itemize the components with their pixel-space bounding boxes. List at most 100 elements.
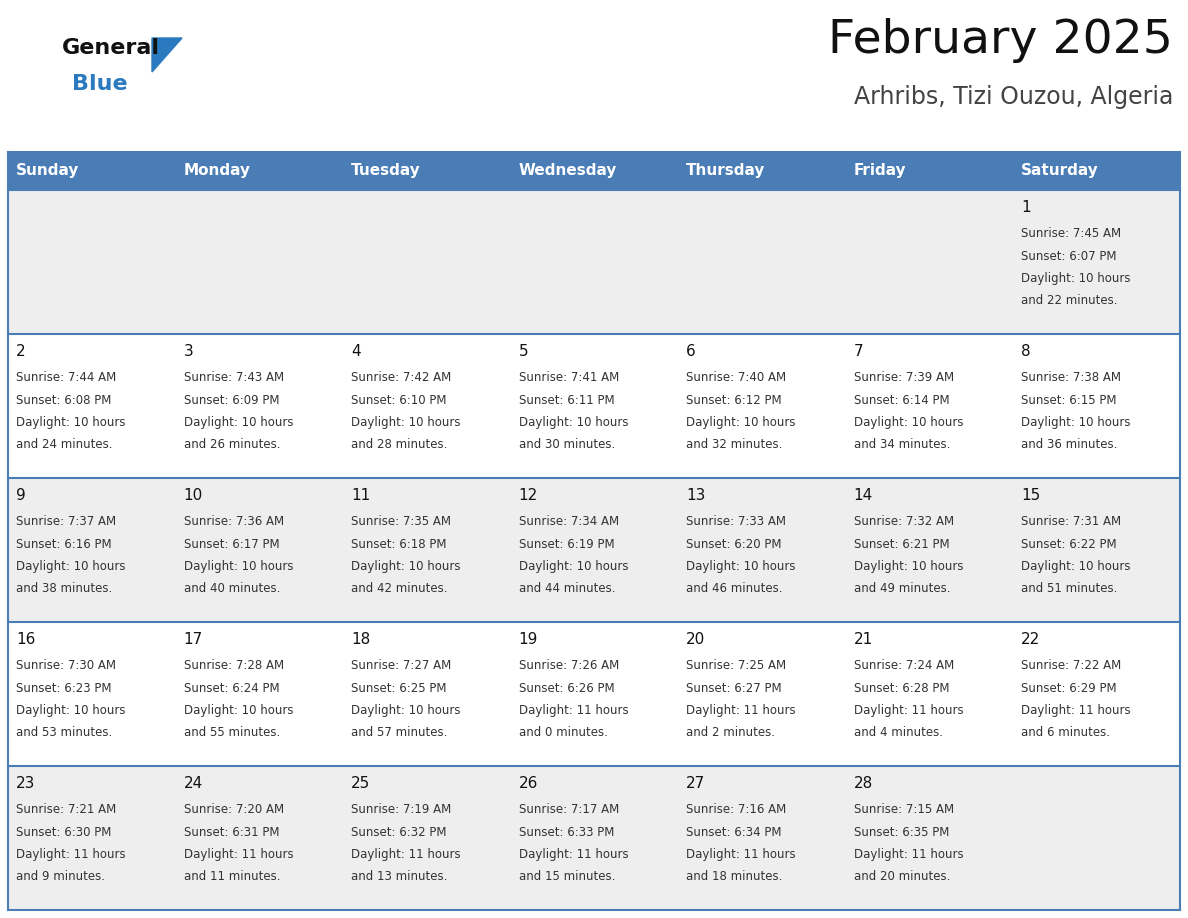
Text: Sunrise: 7:39 AM: Sunrise: 7:39 AM: [853, 372, 954, 385]
Text: 27: 27: [687, 776, 706, 791]
Text: and 6 minutes.: and 6 minutes.: [1020, 726, 1110, 739]
Text: Saturday: Saturday: [1020, 163, 1099, 178]
Text: 14: 14: [853, 488, 873, 503]
Bar: [8, 622, 176, 766]
Text: Sunset: 6:08 PM: Sunset: 6:08 PM: [17, 394, 112, 407]
Text: Daylight: 11 hours: Daylight: 11 hours: [687, 704, 796, 717]
Text: Arhribs, Tizi Ouzou, Algeria: Arhribs, Tizi Ouzou, Algeria: [854, 85, 1173, 109]
Text: Daylight: 10 hours: Daylight: 10 hours: [853, 560, 963, 573]
Text: Sunset: 6:27 PM: Sunset: 6:27 PM: [687, 682, 782, 695]
Text: Daylight: 11 hours: Daylight: 11 hours: [1020, 704, 1131, 717]
Text: 9: 9: [17, 488, 26, 503]
Text: Sunset: 6:35 PM: Sunset: 6:35 PM: [853, 826, 949, 839]
Text: Daylight: 10 hours: Daylight: 10 hours: [853, 416, 963, 429]
Text: Sunrise: 7:34 AM: Sunrise: 7:34 AM: [519, 515, 619, 529]
Text: 23: 23: [17, 776, 36, 791]
Text: Sunrise: 7:27 AM: Sunrise: 7:27 AM: [352, 659, 451, 673]
Text: Sunset: 6:18 PM: Sunset: 6:18 PM: [352, 538, 447, 551]
Text: and 44 minutes.: and 44 minutes.: [519, 582, 615, 596]
Text: Monday: Monday: [184, 163, 251, 178]
Bar: [677, 766, 845, 910]
Bar: [176, 334, 343, 478]
Text: 11: 11: [352, 488, 371, 503]
Text: 18: 18: [352, 633, 371, 647]
Text: Sunset: 6:34 PM: Sunset: 6:34 PM: [687, 826, 782, 839]
Text: Sunrise: 7:32 AM: Sunrise: 7:32 AM: [853, 515, 954, 529]
Text: and 42 minutes.: and 42 minutes.: [352, 582, 448, 596]
Text: Sunrise: 7:41 AM: Sunrise: 7:41 AM: [519, 372, 619, 385]
Text: and 26 minutes.: and 26 minutes.: [184, 439, 280, 452]
Text: Sunday: Sunday: [17, 163, 80, 178]
Text: Sunrise: 7:36 AM: Sunrise: 7:36 AM: [184, 515, 284, 529]
Text: Daylight: 10 hours: Daylight: 10 hours: [184, 560, 293, 573]
Text: Sunrise: 7:35 AM: Sunrise: 7:35 AM: [352, 515, 451, 529]
Bar: [511, 622, 677, 766]
Text: Sunset: 6:14 PM: Sunset: 6:14 PM: [853, 394, 949, 407]
Bar: [845, 334, 1012, 478]
Text: Daylight: 11 hours: Daylight: 11 hours: [853, 848, 963, 861]
Text: Sunrise: 7:37 AM: Sunrise: 7:37 AM: [17, 515, 116, 529]
Bar: [511, 190, 677, 334]
Text: and 57 minutes.: and 57 minutes.: [352, 726, 448, 739]
Text: Sunset: 6:09 PM: Sunset: 6:09 PM: [184, 394, 279, 407]
Text: Sunrise: 7:25 AM: Sunrise: 7:25 AM: [687, 659, 786, 673]
Text: 13: 13: [687, 488, 706, 503]
Text: 6: 6: [687, 344, 696, 359]
Text: Sunrise: 7:22 AM: Sunrise: 7:22 AM: [1020, 659, 1121, 673]
Text: Thursday: Thursday: [687, 163, 765, 178]
Text: Sunrise: 7:31 AM: Sunrise: 7:31 AM: [1020, 515, 1121, 529]
Text: Daylight: 10 hours: Daylight: 10 hours: [184, 416, 293, 429]
Text: Sunset: 6:23 PM: Sunset: 6:23 PM: [17, 682, 112, 695]
Text: 28: 28: [853, 776, 873, 791]
Text: Tuesday: Tuesday: [352, 163, 421, 178]
Bar: [343, 766, 511, 910]
Text: and 24 minutes.: and 24 minutes.: [17, 439, 113, 452]
Text: and 30 minutes.: and 30 minutes.: [519, 439, 615, 452]
Text: 20: 20: [687, 633, 706, 647]
Text: Daylight: 10 hours: Daylight: 10 hours: [17, 416, 126, 429]
Text: 17: 17: [184, 633, 203, 647]
Bar: [511, 766, 677, 910]
Text: 7: 7: [853, 344, 864, 359]
Text: Sunrise: 7:21 AM: Sunrise: 7:21 AM: [17, 803, 116, 816]
Text: and 49 minutes.: and 49 minutes.: [853, 582, 950, 596]
Text: Sunrise: 7:45 AM: Sunrise: 7:45 AM: [1020, 228, 1121, 241]
Text: Sunset: 6:29 PM: Sunset: 6:29 PM: [1020, 682, 1117, 695]
Text: 21: 21: [853, 633, 873, 647]
Bar: [677, 622, 845, 766]
Bar: [343, 152, 511, 190]
Text: Sunrise: 7:16 AM: Sunrise: 7:16 AM: [687, 803, 786, 816]
Text: Sunrise: 7:40 AM: Sunrise: 7:40 AM: [687, 372, 786, 385]
Text: and 51 minutes.: and 51 minutes.: [1020, 582, 1118, 596]
Text: Sunrise: 7:28 AM: Sunrise: 7:28 AM: [184, 659, 284, 673]
Text: General: General: [62, 38, 160, 58]
Text: Friday: Friday: [853, 163, 906, 178]
Text: 1: 1: [1020, 200, 1030, 215]
Bar: [8, 766, 176, 910]
Bar: [8, 478, 176, 622]
Text: Daylight: 10 hours: Daylight: 10 hours: [352, 560, 461, 573]
Bar: [176, 478, 343, 622]
Text: and 46 minutes.: and 46 minutes.: [687, 582, 783, 596]
Text: Sunrise: 7:26 AM: Sunrise: 7:26 AM: [519, 659, 619, 673]
Text: Sunset: 6:30 PM: Sunset: 6:30 PM: [17, 826, 112, 839]
Text: and 36 minutes.: and 36 minutes.: [1020, 439, 1118, 452]
Bar: [511, 152, 677, 190]
Text: Daylight: 11 hours: Daylight: 11 hours: [687, 848, 796, 861]
Bar: [176, 190, 343, 334]
Bar: [1012, 334, 1180, 478]
Bar: [1012, 152, 1180, 190]
Text: Daylight: 10 hours: Daylight: 10 hours: [1020, 560, 1131, 573]
Bar: [677, 334, 845, 478]
Text: and 15 minutes.: and 15 minutes.: [519, 870, 615, 883]
Text: and 0 minutes.: and 0 minutes.: [519, 726, 607, 739]
Text: Daylight: 10 hours: Daylight: 10 hours: [352, 416, 461, 429]
Text: Sunset: 6:24 PM: Sunset: 6:24 PM: [184, 682, 279, 695]
Text: and 11 minutes.: and 11 minutes.: [184, 870, 280, 883]
Text: Daylight: 10 hours: Daylight: 10 hours: [1020, 416, 1131, 429]
Text: 22: 22: [1020, 633, 1041, 647]
Polygon shape: [152, 38, 182, 72]
Text: 25: 25: [352, 776, 371, 791]
Text: and 9 minutes.: and 9 minutes.: [17, 870, 106, 883]
Text: and 40 minutes.: and 40 minutes.: [184, 582, 280, 596]
